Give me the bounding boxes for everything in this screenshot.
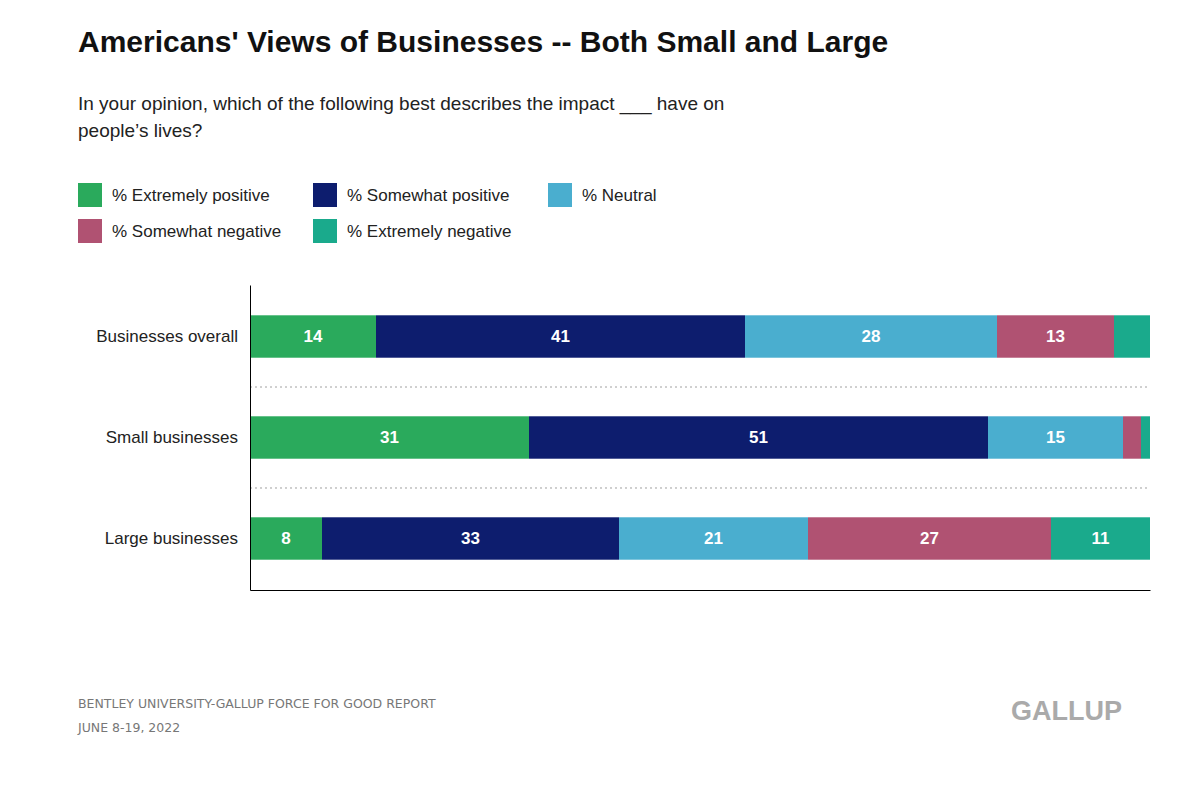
- data-label: 33: [461, 529, 480, 548]
- data-label: 8: [281, 529, 290, 548]
- series: [1051, 315, 1150, 559]
- bar: [988, 416, 1123, 458]
- subtitle: people’s lives?: [78, 120, 202, 141]
- data-labels: 14 31 8 41 51 33 28 15 21 13 27 11: [281, 327, 1109, 548]
- data-label: 31: [380, 428, 399, 447]
- legend-item: % Extremely negative: [313, 219, 511, 243]
- data-label: 41: [551, 327, 570, 346]
- separator: [250, 387, 1150, 388]
- legend-item: % Extremely positive: [78, 183, 270, 207]
- subtitle: In your opinion, which of the following …: [78, 93, 724, 115]
- chart: Americans' Views of Businesses -- Both S…: [0, 0, 1200, 800]
- legend-label: % Somewhat negative: [112, 222, 281, 241]
- legend-label: % Extremely positive: [112, 186, 270, 205]
- y-tick-label: Large businesses: [105, 529, 238, 548]
- series: [619, 315, 1123, 559]
- data-label: 51: [749, 428, 768, 447]
- legend-item: % Neutral: [548, 183, 657, 207]
- bar: [376, 315, 745, 357]
- data-label: 14: [304, 327, 323, 346]
- legend: % Extremely positive % Somewhat positive%…: [78, 183, 657, 243]
- bar: [250, 517, 322, 559]
- data-label: 15: [1046, 428, 1065, 447]
- footer: JUNE 8-19, 2022: [77, 720, 180, 735]
- bar: [529, 416, 988, 458]
- data-label: 13: [1046, 327, 1065, 346]
- bar: [1123, 416, 1141, 458]
- bar: [1051, 517, 1150, 559]
- data-label: 21: [704, 529, 723, 548]
- legend-label: % Somewhat positive: [347, 186, 510, 205]
- separator: [250, 487, 1150, 488]
- y-axis: Businesses overall Small businesses Large …: [96, 286, 250, 591]
- x-axis: [251, 590, 1151, 591]
- bar: [1114, 315, 1150, 357]
- legend-item: % Somewhat negative: [78, 219, 281, 243]
- x-axis-line: [251, 590, 1151, 591]
- data-label: 27: [920, 529, 939, 548]
- legend-swatch: [548, 183, 572, 207]
- bar: [322, 517, 619, 559]
- plot: 14 31 8 41 51 33 28 15 21 13 27 11 Businesses overal…: [96, 286, 1150, 591]
- legend-swatch: [78, 219, 102, 243]
- bar: [250, 416, 529, 458]
- y-tick: Large businesses: [105, 529, 250, 548]
- legend-swatch: [313, 183, 337, 207]
- data-label: 11: [1092, 529, 1110, 548]
- y-tick-label: Businesses overall: [96, 327, 238, 346]
- y-tick-label: Small businesses: [106, 428, 238, 447]
- bar: [619, 517, 808, 559]
- footer: BENTLEY UNIVERSITY-GALLUP FORCE FOR GOOD…: [78, 696, 436, 711]
- bar: [808, 517, 1051, 559]
- bar: [1141, 416, 1150, 458]
- footer-logo: GALLUP: [1011, 696, 1122, 726]
- bar: [997, 315, 1114, 357]
- y-tick: Businesses overall: [96, 327, 250, 346]
- y-axis-line: [250, 286, 251, 591]
- legend-swatch: [78, 183, 102, 207]
- legend-swatch: [313, 219, 337, 243]
- bar: [250, 315, 376, 357]
- bars: [250, 315, 1150, 559]
- legend-item: % Somewhat positive: [313, 183, 510, 207]
- legend-label: % Extremely negative: [347, 222, 511, 241]
- data-label: 28: [862, 327, 881, 346]
- y-tick: Small businesses: [106, 428, 250, 447]
- legend-label: % Neutral: [582, 186, 657, 205]
- bar: [745, 315, 997, 357]
- title: Americans' Views of Businesses -- Both S…: [78, 25, 888, 58]
